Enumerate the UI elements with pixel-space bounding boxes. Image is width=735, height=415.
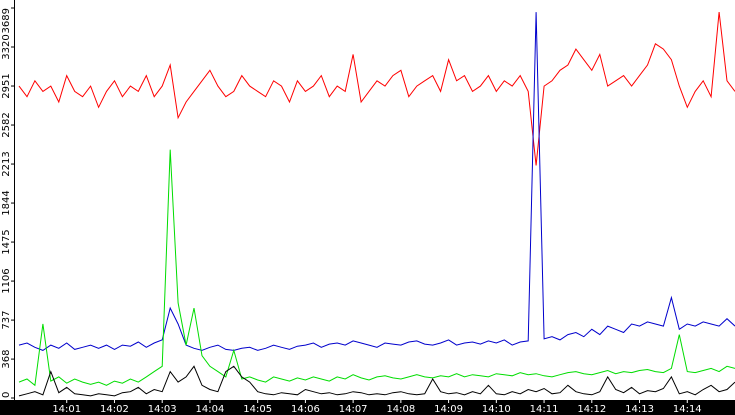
- x-tick-label: 14:07: [339, 404, 368, 415]
- y-tick-label: 737: [1, 311, 12, 330]
- y-tick-label: 3320: [1, 34, 12, 59]
- series-line: [18, 149, 735, 387]
- y-tick-label: 2213: [1, 151, 12, 176]
- x-tick-label: 14:13: [625, 404, 654, 415]
- x-tick-label: 14:12: [577, 404, 606, 415]
- x-tick-label: 14:10: [482, 404, 511, 415]
- x-tick-label: 14:14: [673, 404, 702, 415]
- y-tick-label: 2951: [1, 73, 12, 98]
- x-tick-label: 14:09: [434, 404, 463, 415]
- x-tick-label: 14:04: [196, 404, 225, 415]
- x-tick-label: 14:05: [243, 404, 272, 415]
- x-tick-label: 14:01: [52, 404, 81, 415]
- y-tick-label: 1475: [1, 229, 12, 254]
- y-tick-label: 2582: [1, 112, 12, 137]
- x-tick-label: 14:11: [530, 404, 559, 415]
- series-line: [18, 365, 735, 397]
- y-tick-label: 3689: [1, 8, 12, 33]
- x-tick-label: 14:08: [386, 404, 415, 415]
- x-tick-label: 14:02: [100, 404, 129, 415]
- y-tick-label: 1106: [1, 268, 12, 293]
- y-tick-label: 1844: [1, 190, 12, 215]
- x-axis-band: [0, 400, 735, 415]
- x-tick-label: 14:03: [148, 404, 177, 415]
- y-tick-label: 368: [1, 350, 12, 369]
- y-tick-label: 0: [1, 392, 12, 398]
- series-line: [18, 12, 735, 351]
- x-tick-label: 14:06: [291, 404, 320, 415]
- series-line: [18, 12, 735, 166]
